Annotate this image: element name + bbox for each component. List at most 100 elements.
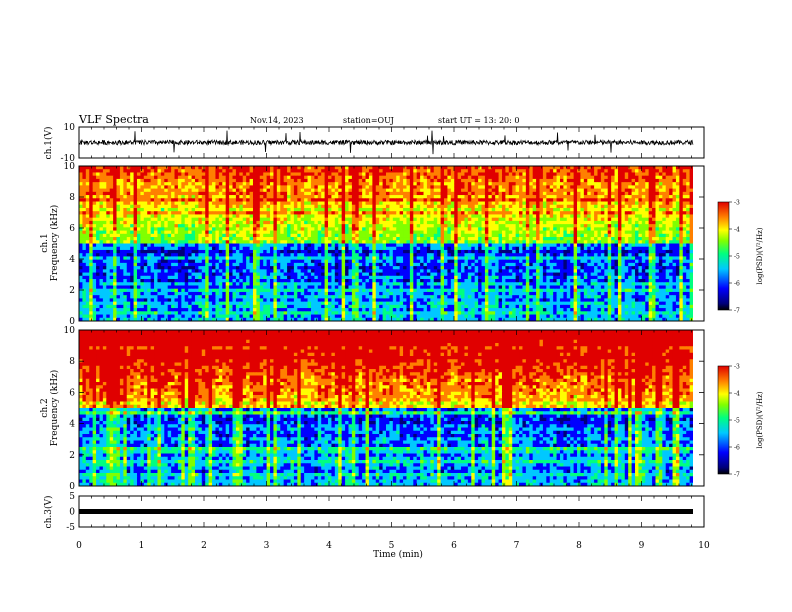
ch1-spec-cell	[232, 169, 237, 173]
ch1-spec-cell	[648, 249, 653, 254]
ch1-spec-cell	[293, 178, 298, 183]
ch1-spec-cell	[638, 243, 643, 248]
ch1-spec-cell	[491, 166, 496, 170]
ch1-spec-cell	[577, 185, 581, 190]
ch1-spec-cell	[478, 220, 482, 225]
ch1-spec-cell	[85, 172, 90, 177]
ch1-spec-cell	[113, 227, 117, 231]
ch1-spec-cell	[403, 198, 407, 202]
ch1-spec-cell	[167, 204, 172, 209]
ch1-spec-cell	[529, 211, 534, 215]
ch1-spec-cell	[106, 182, 111, 186]
ch1-spec-cell	[276, 175, 281, 180]
ch1-spec-cell	[375, 243, 380, 248]
ch1-spec-cell	[331, 224, 336, 228]
ch1-spec-cell	[481, 207, 486, 212]
ch1-spec-cell	[252, 178, 257, 183]
ch1-spec-cell	[481, 175, 486, 180]
ch1-spec-cell	[532, 191, 537, 196]
ch1-spec-cell	[222, 237, 227, 241]
ch1-spec-cell	[607, 204, 612, 209]
ch1-spec-cell	[662, 172, 667, 177]
ch1-spec-cell	[522, 224, 527, 228]
ch1-spec-cell	[672, 182, 677, 186]
ch1-spec-cell	[171, 230, 175, 235]
ch1-spec-cell	[368, 227, 373, 231]
ch1-spec-cell	[532, 217, 537, 222]
ch1-spec-cell	[529, 172, 534, 177]
ch1-spec-cell	[249, 178, 254, 183]
ch1-spec-cell	[177, 204, 182, 209]
ch1-spec-cell	[628, 204, 632, 209]
ch1-spec-cell	[553, 217, 557, 222]
ch1-spec-cell	[297, 237, 302, 241]
ch1-spec-cell	[689, 195, 694, 199]
ch1-spec-cell	[638, 211, 643, 215]
ch1-spec-cell	[171, 237, 175, 241]
ch1-spec-cell	[457, 201, 462, 206]
ch1-spec-cell	[495, 233, 499, 238]
ch1-spec-cell	[563, 201, 568, 206]
ch1-spec-cell	[116, 214, 121, 219]
ch1-spec-cell	[188, 230, 192, 235]
ch1-spec-cell	[628, 198, 632, 202]
ch1-spec-cell	[126, 169, 131, 173]
ch1-spec-cell	[570, 237, 575, 241]
ch1-spec-cell	[119, 253, 124, 257]
ch1-spec-cell	[403, 188, 407, 193]
ch1-spec-cell	[321, 233, 325, 238]
ch1-spec-cell	[461, 169, 465, 173]
ch1-spec-cell	[338, 233, 343, 238]
ch1-spec-cell	[102, 169, 107, 173]
ch1-spec-cell	[413, 182, 418, 186]
ch1-spec-cell	[566, 178, 571, 183]
ch1-spec-cell	[587, 207, 592, 212]
ch1-spec-cell	[259, 217, 264, 222]
ch1-spec-cell	[293, 224, 298, 228]
ch1-spec-cell	[515, 172, 520, 177]
ch1-spec-cell	[280, 204, 285, 209]
ch1-spec-cell	[307, 169, 312, 173]
ch1-spec-cell	[522, 204, 527, 209]
ch1-spec-cell	[239, 178, 244, 183]
ch1-spec-cell	[136, 249, 141, 254]
ch1-spec-cell	[675, 172, 680, 177]
ch1-spec-cell	[92, 246, 97, 251]
ch1-spec-cell	[672, 195, 677, 199]
ch1-spec-cell	[392, 198, 397, 202]
ch1-spec-cell	[143, 198, 148, 202]
ch1-spec-cell	[287, 243, 291, 248]
ch1-spec-cell	[154, 249, 158, 254]
ch1-spec-cell	[566, 204, 571, 209]
ch1-spec-cell	[464, 227, 469, 231]
ch1-spec-cell	[79, 217, 83, 222]
ch1-spec-cell	[389, 246, 394, 251]
ch1-spec-cell	[317, 253, 322, 257]
ch1-spec-cell	[136, 172, 141, 177]
ch1-spec-cell	[430, 169, 435, 173]
ch1-spec-cell	[597, 198, 602, 202]
ch1-spec-cell	[559, 237, 564, 241]
ch1-spec-cell	[136, 240, 141, 244]
ch1-spec-cell	[631, 201, 636, 206]
ch1-spec-cell	[481, 198, 486, 202]
ch1-spec-cell	[658, 185, 663, 190]
ch1-spec-cell	[389, 233, 394, 238]
ch1-spec-cell	[549, 185, 554, 190]
ch1-spec-cell	[348, 211, 353, 215]
ch1-spec-cell	[116, 178, 121, 183]
ch1-spec-cell	[519, 204, 523, 209]
ch1-spec-cell	[256, 230, 261, 235]
ch1-spec-cell	[89, 233, 94, 238]
ch1-spec-cell	[532, 201, 537, 206]
ch1-spec-cell	[563, 214, 568, 219]
ch1-spec-cell	[464, 237, 469, 241]
ch1-spec-cell	[546, 237, 551, 241]
ch1-spec-cell	[85, 207, 90, 212]
ch1-spec-cell	[194, 224, 199, 228]
ch1-spec-cell	[597, 217, 602, 222]
ch1-spec-cell	[440, 211, 445, 215]
ch1-spec-cell	[263, 204, 268, 209]
ch1-spec-cell	[481, 195, 486, 199]
ch1-spec-cell	[665, 201, 670, 206]
